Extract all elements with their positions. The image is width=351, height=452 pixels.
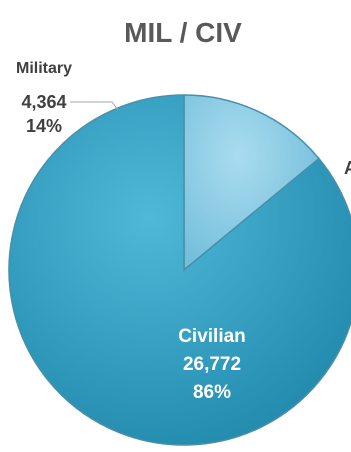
military-percent-label: 14% bbox=[26, 116, 62, 136]
military-label: Military bbox=[16, 60, 72, 77]
chart-title: MIL / CIV bbox=[124, 17, 242, 48]
pie-slice-civilian bbox=[8, 94, 351, 446]
civilian-label: Civilian bbox=[178, 326, 246, 347]
civilian-value-label: 26,772 bbox=[183, 354, 241, 375]
military-value-label: 4,364 bbox=[21, 92, 66, 112]
pie-slices bbox=[8, 94, 351, 446]
pie-slice-military bbox=[183, 94, 321, 272]
civilian-percent-label: 86% bbox=[193, 382, 231, 403]
military-leader-line bbox=[70, 101, 119, 111]
clipped-label-fragment: A bbox=[344, 158, 351, 178]
